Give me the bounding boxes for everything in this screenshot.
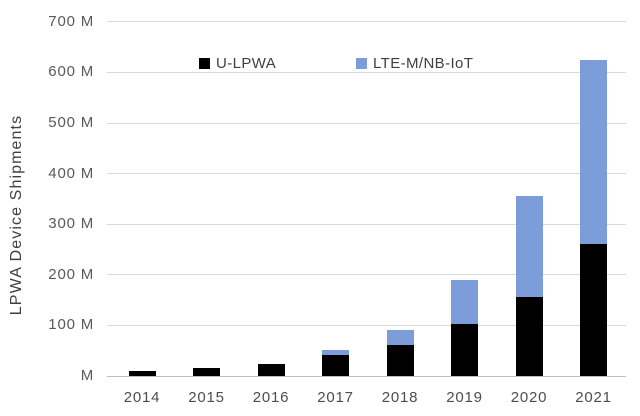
gridline — [107, 324, 626, 326]
gridline — [107, 71, 626, 73]
bar-segment-u-lpwa-2019 — [451, 324, 478, 376]
bar-segment-u-lpwa-2020 — [515, 297, 543, 376]
y-tick-label: 300 M — [48, 215, 94, 233]
x-tick-label: 2020 — [510, 389, 548, 406]
legend-item-lte-m-nb-iot: LTE-M/NB-IoT — [356, 55, 473, 72]
x-tick-label: 2017 — [317, 389, 354, 406]
bar-segment-u-lpwa-2021 — [580, 243, 607, 376]
bar-segment-u-lpwa-2014 — [128, 370, 156, 376]
gridline — [107, 21, 626, 23]
y-axis-title: LPWA Device Shipments — [8, 114, 25, 316]
legend-label-u-lpwa: U-LPWA — [216, 55, 277, 72]
x-axis-line — [107, 375, 626, 377]
bar-segment-lte-m-nb-iot-2018 — [386, 330, 414, 345]
bar-segment-lte-m-nb-iot-2021 — [580, 59, 607, 244]
legend-swatch-lte-m-nb-iot-icon — [356, 58, 367, 69]
y-tick-label: M — [80, 367, 94, 384]
x-tick-label: 2021 — [575, 389, 612, 406]
bar-segment-u-lpwa-2018 — [386, 344, 414, 376]
x-tick-label: 2018 — [381, 389, 419, 406]
legend-label-lte-m-nb-iot: LTE-M/NB-IoT — [373, 55, 474, 72]
bar-segment-lte-m-nb-iot-2017 — [322, 350, 349, 355]
gridline — [107, 122, 626, 124]
bar-segment-lte-m-nb-iot-2020 — [515, 196, 543, 298]
x-tick-label: 2014 — [123, 389, 161, 406]
x-tick-label: 2016 — [252, 389, 290, 406]
x-tick-label: 2019 — [446, 389, 483, 406]
y-tick-label: 100 M — [48, 316, 94, 334]
gridline — [107, 173, 626, 175]
y-tick-label: 400 M — [48, 164, 94, 182]
x-tick-label: 2015 — [188, 389, 225, 406]
bar-segment-lte-m-nb-iot-2019 — [451, 279, 478, 325]
bar-segment-u-lpwa-2015 — [193, 367, 220, 376]
gridline — [107, 223, 626, 225]
y-tick-label: 600 M — [48, 63, 94, 81]
y-tick-label: 700 M — [48, 12, 94, 30]
bar-segment-u-lpwa-2017 — [322, 354, 349, 376]
bar-segment-u-lpwa-2016 — [257, 363, 285, 376]
y-tick-label: 200 M — [48, 265, 94, 283]
legend-swatch-u-lpwa-icon — [199, 58, 210, 69]
y-tick-label: 500 M — [48, 114, 94, 131]
gridline — [107, 274, 626, 276]
legend-item-u-lpwa: U-LPWA — [199, 55, 276, 72]
